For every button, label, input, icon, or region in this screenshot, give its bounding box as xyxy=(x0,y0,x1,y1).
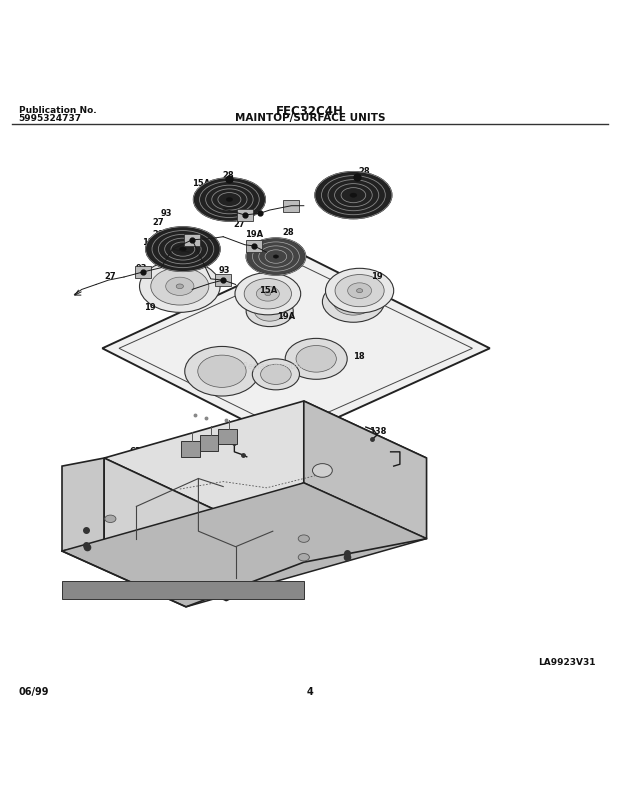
Text: 28: 28 xyxy=(153,230,164,238)
Text: 137: 137 xyxy=(257,486,274,495)
Ellipse shape xyxy=(315,173,392,219)
Text: 06/99: 06/99 xyxy=(19,687,49,696)
Ellipse shape xyxy=(226,198,232,202)
Text: 19A: 19A xyxy=(245,230,264,238)
Ellipse shape xyxy=(350,194,357,198)
FancyBboxPatch shape xyxy=(215,275,231,287)
Ellipse shape xyxy=(185,347,259,397)
Ellipse shape xyxy=(246,296,293,327)
Text: 93: 93 xyxy=(238,211,249,220)
FancyBboxPatch shape xyxy=(184,234,200,247)
Text: 27: 27 xyxy=(233,220,244,229)
Polygon shape xyxy=(62,459,104,552)
Text: 48: 48 xyxy=(374,499,385,507)
Text: LA9923V31: LA9923V31 xyxy=(538,658,596,666)
Text: 93: 93 xyxy=(219,266,230,275)
Ellipse shape xyxy=(246,238,306,275)
Text: 63: 63 xyxy=(86,535,97,544)
Polygon shape xyxy=(226,483,304,601)
Text: 27: 27 xyxy=(153,218,164,226)
Text: MAINTOP/SURFACE UNITS: MAINTOP/SURFACE UNITS xyxy=(235,113,385,123)
Polygon shape xyxy=(181,442,200,457)
Ellipse shape xyxy=(140,261,220,313)
Text: 138: 138 xyxy=(244,515,262,524)
Text: 4: 4 xyxy=(307,687,313,696)
Ellipse shape xyxy=(176,284,184,289)
Text: Publication No.: Publication No. xyxy=(19,105,96,115)
Ellipse shape xyxy=(151,268,209,306)
Ellipse shape xyxy=(198,356,246,388)
Ellipse shape xyxy=(298,536,309,543)
Text: 93: 93 xyxy=(161,209,172,218)
FancyBboxPatch shape xyxy=(135,267,151,279)
Ellipse shape xyxy=(273,255,278,259)
Ellipse shape xyxy=(335,275,384,308)
Polygon shape xyxy=(218,430,237,445)
Text: 162: 162 xyxy=(168,522,185,531)
Ellipse shape xyxy=(244,279,291,309)
FancyBboxPatch shape xyxy=(283,201,299,212)
Text: 136: 136 xyxy=(294,476,311,485)
Polygon shape xyxy=(104,402,427,516)
Ellipse shape xyxy=(326,269,394,313)
Text: 63: 63 xyxy=(384,458,395,467)
Text: 19A: 19A xyxy=(277,312,296,320)
Text: 19: 19 xyxy=(144,303,156,312)
FancyBboxPatch shape xyxy=(237,210,253,222)
Text: 138: 138 xyxy=(370,426,387,436)
Ellipse shape xyxy=(256,287,280,302)
Ellipse shape xyxy=(146,227,220,272)
Polygon shape xyxy=(102,256,490,442)
Text: 136: 136 xyxy=(83,472,100,482)
Ellipse shape xyxy=(166,278,194,296)
Text: 137: 137 xyxy=(170,511,187,520)
Ellipse shape xyxy=(260,365,291,385)
Text: 15: 15 xyxy=(142,238,153,247)
Text: 136: 136 xyxy=(232,423,249,432)
FancyBboxPatch shape xyxy=(246,241,262,252)
Text: FEC32C4H: FEC32C4H xyxy=(276,105,344,118)
Ellipse shape xyxy=(235,273,301,316)
Text: 28: 28 xyxy=(223,170,234,179)
Ellipse shape xyxy=(298,554,309,561)
Ellipse shape xyxy=(348,283,371,299)
Ellipse shape xyxy=(334,289,373,316)
Text: 28: 28 xyxy=(359,167,370,176)
Ellipse shape xyxy=(322,282,384,323)
Text: eReplacementParts.com: eReplacementParts.com xyxy=(239,361,332,370)
Text: 28: 28 xyxy=(283,228,294,237)
Polygon shape xyxy=(104,459,226,601)
Ellipse shape xyxy=(180,248,186,252)
Text: 138: 138 xyxy=(197,483,215,491)
Text: 19: 19 xyxy=(371,272,383,281)
Text: 18: 18 xyxy=(353,351,364,361)
Text: 137: 137 xyxy=(205,490,223,499)
Text: 93: 93 xyxy=(136,264,147,273)
Polygon shape xyxy=(62,483,427,607)
Text: 5995324737: 5995324737 xyxy=(19,113,82,123)
Text: 27: 27 xyxy=(216,275,228,284)
Ellipse shape xyxy=(356,289,363,293)
Text: 15: 15 xyxy=(378,186,389,195)
Ellipse shape xyxy=(265,292,271,296)
Text: 63: 63 xyxy=(334,536,345,545)
Text: 63: 63 xyxy=(130,446,141,455)
Ellipse shape xyxy=(252,360,299,390)
Polygon shape xyxy=(200,435,218,451)
Text: 15A: 15A xyxy=(259,286,277,295)
Text: 138: 138 xyxy=(275,481,293,490)
Ellipse shape xyxy=(193,178,265,222)
Polygon shape xyxy=(304,402,427,539)
Ellipse shape xyxy=(296,346,336,373)
Ellipse shape xyxy=(312,464,332,478)
Text: 137: 137 xyxy=(226,507,243,516)
Ellipse shape xyxy=(105,516,116,523)
Polygon shape xyxy=(62,581,304,600)
Ellipse shape xyxy=(285,339,347,380)
Ellipse shape xyxy=(254,302,285,322)
Text: 15A: 15A xyxy=(192,179,211,188)
Text: 27: 27 xyxy=(105,271,116,280)
